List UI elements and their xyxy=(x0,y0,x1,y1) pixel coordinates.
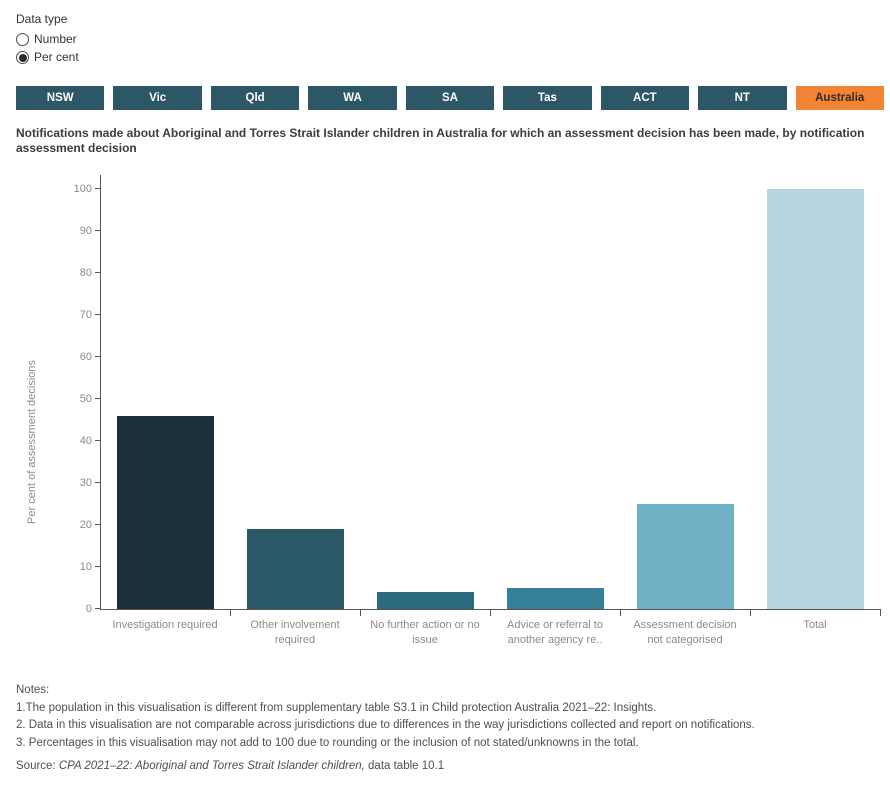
source-suffix: data table 10.1 xyxy=(364,760,445,772)
tab-act[interactable]: ACT xyxy=(600,86,690,110)
x-tick-mark xyxy=(490,609,491,616)
x-tick-mark xyxy=(230,609,231,616)
note-line: 2. Data in this visualisation are not co… xyxy=(16,719,755,731)
tab-tas[interactable]: Tas xyxy=(503,86,592,110)
tab-vic[interactable]: Vic xyxy=(113,86,202,110)
y-tick-mark xyxy=(95,356,101,357)
x-category-label: Advice or referral to another agency re.… xyxy=(507,619,603,646)
bar-other-involvement-required[interactable] xyxy=(247,529,345,609)
bar-no-further-action-or-no-issue[interactable] xyxy=(377,592,475,609)
tab-nt[interactable]: NT xyxy=(698,86,787,110)
note-line: 3. Percentages in this visualisation may… xyxy=(16,736,639,749)
tab-nsw[interactable]: NSW xyxy=(16,86,105,110)
bar-slot xyxy=(361,592,491,609)
y-tick-label: 100 xyxy=(73,183,92,195)
source-line: Source: CPA 2021–22: Aboriginal and Torr… xyxy=(16,760,876,772)
bar-slot xyxy=(620,504,750,609)
y-tick-label: 50 xyxy=(79,393,92,405)
radio-label: Number xyxy=(34,32,77,46)
notes-heading: Notes: xyxy=(16,684,50,696)
bar-chart: Per cent of assessment decisions 0 10 20 30… xyxy=(16,170,882,670)
x-category-label: Total xyxy=(803,619,827,631)
y-tick-label: 40 xyxy=(79,435,92,447)
x-axis-labels: Investigation required Other involvement … xyxy=(100,618,880,648)
y-tick-label: 10 xyxy=(79,561,92,573)
y-tick-label: 20 xyxy=(79,519,92,531)
x-tick-mark xyxy=(360,609,361,616)
y-tick-mark xyxy=(95,566,101,567)
x-category-label: Investigation required xyxy=(112,619,218,631)
bar-advice-or-referral-to-another-agency-re[interactable] xyxy=(506,588,604,609)
bar-assessment-decision-not-categorised[interactable] xyxy=(636,504,734,609)
y-tick-mark xyxy=(95,188,101,189)
y-tick-mark xyxy=(95,398,101,399)
x-tick-mark xyxy=(880,609,881,616)
plot-area: 0 10 20 30 40 50 60 70 80 90 100 xyxy=(74,175,881,616)
y-tick-mark xyxy=(95,440,101,441)
bars-container xyxy=(101,175,880,609)
y-tick-label: 0 xyxy=(85,603,92,615)
bar-slot xyxy=(750,189,880,609)
chart-title: Notifications made about Aboriginal and … xyxy=(16,126,865,155)
tab-sa[interactable]: SA xyxy=(405,86,495,110)
data-type-label: Data type xyxy=(16,12,68,26)
y-tick-mark xyxy=(95,482,101,483)
radio-selected-icon[interactable] xyxy=(16,50,29,64)
x-category-label: No further action or no issue xyxy=(370,619,480,646)
notes-block: Notes: 1.The population in this visualis… xyxy=(16,682,876,752)
note-line: 1.The population in this visualisation i… xyxy=(16,701,657,714)
bar-slot xyxy=(490,588,620,609)
tab-wa[interactable]: WA xyxy=(308,86,397,110)
x-category-label: Assessment decision not categorised xyxy=(633,619,737,646)
radio-per-cent[interactable]: Per cent xyxy=(16,48,79,66)
radio-number[interactable]: Number xyxy=(16,30,79,48)
y-tick-label: 60 xyxy=(79,351,92,363)
radio-label: Per cent xyxy=(34,50,79,64)
x-category-label: Other involvement required xyxy=(250,619,340,646)
bar-total[interactable] xyxy=(766,189,864,609)
bar-slot xyxy=(231,529,361,609)
source-citation: CPA 2021–22: Aboriginal and Torres Strai… xyxy=(58,760,365,772)
y-tick-mark xyxy=(95,608,101,609)
y-tick-mark xyxy=(95,230,101,231)
y-tick-label: 30 xyxy=(79,477,92,489)
y-tick-label: 80 xyxy=(79,267,92,279)
y-tick-mark xyxy=(95,272,101,273)
source-prefix: Source: xyxy=(16,760,59,772)
y-tick-mark xyxy=(95,524,101,525)
tab-australia[interactable]: Australia xyxy=(795,86,884,110)
y-tick-label: 70 xyxy=(79,309,92,321)
tab-qld[interactable]: Qld xyxy=(210,86,300,110)
y-tick-mark xyxy=(95,314,101,315)
jurisdiction-tabs: NSW Vic Qld WA SA Tas ACT NT Australia xyxy=(16,86,884,110)
x-tick-mark xyxy=(750,609,751,616)
radio-unselected-icon[interactable] xyxy=(16,32,29,46)
bar-slot xyxy=(101,415,231,609)
x-tick-mark xyxy=(620,609,621,616)
y-axis-title: Per cent of assessment decisions xyxy=(26,360,38,524)
data-type-group: Data type Number Per cent xyxy=(16,12,79,66)
y-tick-label: 90 xyxy=(79,225,92,237)
bar-investigation-required[interactable] xyxy=(117,415,215,609)
